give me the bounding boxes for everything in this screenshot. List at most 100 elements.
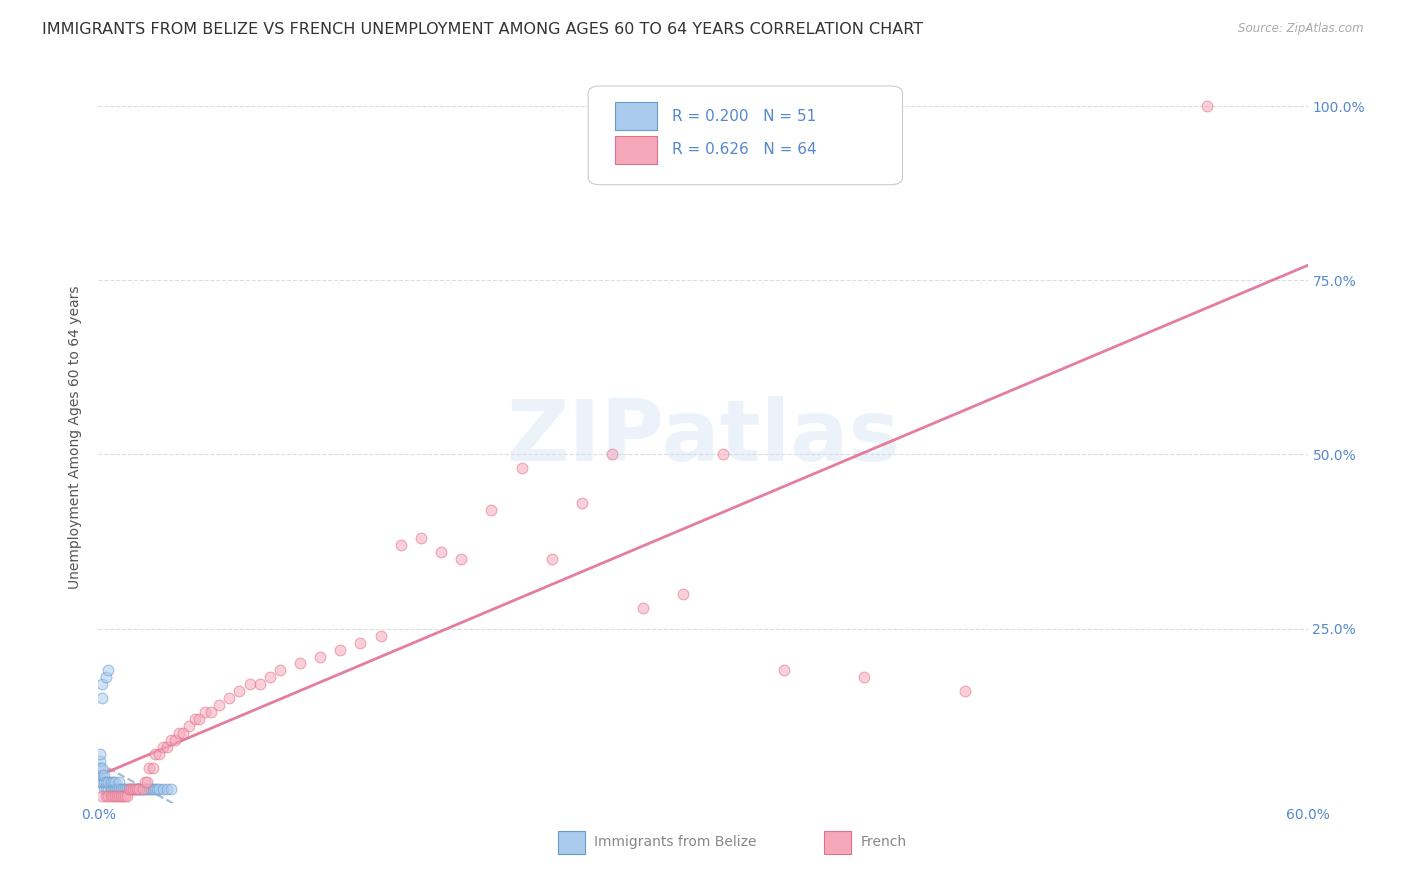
Text: R = 0.200   N = 51: R = 0.200 N = 51 — [672, 109, 815, 124]
Point — [124, 781, 146, 796]
Point — [135, 781, 157, 796]
Point — [172, 726, 194, 740]
Point — [115, 789, 138, 803]
Point — [540, 552, 562, 566]
Point — [409, 531, 432, 545]
Point — [129, 781, 152, 796]
Point — [249, 677, 271, 691]
Point — [953, 684, 976, 698]
Point — [853, 670, 876, 684]
Point — [128, 781, 150, 796]
Point — [89, 775, 111, 789]
Point — [91, 677, 114, 691]
Point — [100, 789, 122, 803]
Point — [100, 775, 122, 789]
Point — [450, 552, 472, 566]
Point — [121, 781, 143, 796]
Point — [200, 705, 222, 719]
Point — [389, 538, 412, 552]
FancyBboxPatch shape — [588, 86, 903, 185]
Text: French: French — [860, 835, 907, 849]
Point — [152, 781, 174, 796]
Point — [97, 664, 120, 678]
Point — [115, 781, 138, 796]
Point — [118, 781, 141, 796]
Point — [139, 781, 162, 796]
Point — [105, 781, 128, 796]
Point — [103, 789, 125, 803]
Point — [114, 789, 136, 803]
Point — [97, 781, 120, 796]
Point — [160, 733, 183, 747]
Point — [120, 781, 142, 796]
Point — [188, 712, 211, 726]
Point — [370, 629, 392, 643]
Point — [146, 781, 169, 796]
Point — [156, 740, 179, 755]
Point — [120, 781, 142, 796]
Point — [160, 781, 183, 796]
Point — [96, 781, 118, 796]
Point — [228, 684, 250, 698]
Point — [96, 789, 118, 803]
Bar — [614, 136, 657, 164]
Bar — [558, 830, 585, 854]
Point — [107, 781, 129, 796]
Point — [97, 789, 120, 803]
Point — [672, 587, 695, 601]
Bar — [614, 103, 657, 130]
Point — [329, 642, 352, 657]
Point — [89, 768, 111, 782]
Point — [111, 789, 134, 803]
Text: Immigrants from Belize: Immigrants from Belize — [595, 835, 756, 849]
Point — [96, 775, 118, 789]
Point — [128, 781, 150, 796]
Point — [132, 781, 155, 796]
Point — [91, 789, 114, 803]
Point — [125, 781, 148, 796]
Point — [89, 747, 111, 761]
Point — [510, 461, 533, 475]
Point — [148, 747, 170, 761]
Point — [89, 761, 111, 775]
Point — [124, 781, 146, 796]
Point — [138, 781, 160, 796]
Point — [91, 761, 114, 775]
Point — [138, 761, 160, 775]
Point — [132, 781, 155, 796]
Point — [288, 657, 311, 671]
Point — [134, 781, 156, 796]
Point — [125, 781, 148, 796]
Point — [167, 726, 190, 740]
Point — [103, 775, 125, 789]
Point — [121, 781, 143, 796]
Point — [430, 545, 453, 559]
Bar — [824, 830, 851, 854]
Point — [571, 496, 593, 510]
Point — [93, 768, 115, 782]
Point — [142, 781, 165, 796]
Point — [142, 761, 165, 775]
Point — [163, 733, 186, 747]
Point — [93, 775, 115, 789]
Point — [100, 781, 122, 796]
Point — [349, 635, 371, 649]
Point — [91, 691, 114, 706]
Point — [89, 754, 111, 768]
Point — [114, 781, 136, 796]
Point — [134, 775, 156, 789]
Point — [156, 781, 179, 796]
Text: IMMIGRANTS FROM BELIZE VS FRENCH UNEMPLOYMENT AMONG AGES 60 TO 64 YEARS CORRELAT: IMMIGRANTS FROM BELIZE VS FRENCH UNEMPLO… — [42, 22, 924, 37]
Point — [148, 781, 170, 796]
Point — [107, 789, 129, 803]
Point — [91, 775, 114, 789]
Point — [184, 712, 207, 726]
Point — [481, 503, 503, 517]
Point — [143, 747, 166, 761]
Point — [101, 775, 124, 789]
Point — [218, 691, 240, 706]
Point — [97, 775, 120, 789]
Y-axis label: Unemployment Among Ages 60 to 64 years: Unemployment Among Ages 60 to 64 years — [69, 285, 83, 589]
Point — [135, 775, 157, 789]
Point — [107, 775, 129, 789]
